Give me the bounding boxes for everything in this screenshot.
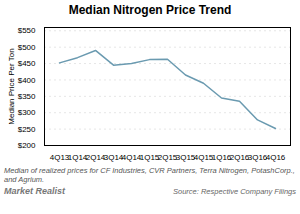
svg-text:$200: $200: [18, 141, 36, 150]
svg-text:4Q13: 4Q13: [49, 153, 70, 163]
svg-text:3Q15: 3Q15: [175, 153, 196, 163]
svg-text:$400: $400: [18, 76, 36, 85]
html-text:Median of realized prices for: Median of realized prices for CF Industr…: [4, 166, 295, 184]
svg-text:$350: $350: [18, 92, 36, 101]
svg-text:1Q15: 1Q15: [139, 153, 160, 163]
html-text:Source: Respective Company Fil: Source: Respective Company Filings: [173, 187, 296, 196]
svg-text:$550: $550: [18, 26, 36, 35]
html-text:Median Nitrogen Price Trend: Median Nitrogen Price Trend: [68, 3, 232, 17]
svg-text:3Q16: 3Q16: [247, 153, 268, 163]
svg-text:2Q15: 2Q15: [157, 153, 178, 163]
svg-text:4Q14: 4Q14: [121, 153, 142, 163]
svg-text:1Q16: 1Q16: [211, 153, 232, 163]
svg-text:4Q15: 4Q15: [193, 153, 214, 163]
svg-text:$300: $300: [18, 108, 36, 117]
svg-text:2Q14: 2Q14: [85, 153, 106, 163]
html-text:Market Realist: Market Realist: [4, 186, 65, 196]
svg-text:$450: $450: [18, 59, 36, 68]
svg-text:Median Price Per Ton: Median Price Per Ton: [7, 48, 16, 124]
svg-text:1Q14: 1Q14: [67, 153, 88, 163]
svg-text:3Q14: 3Q14: [103, 153, 124, 163]
svg-text:$500: $500: [18, 43, 36, 52]
svg-text:$250: $250: [18, 125, 36, 134]
svg-text:2Q16: 2Q16: [229, 153, 250, 163]
svg-text:4Q16: 4Q16: [266, 153, 286, 162]
